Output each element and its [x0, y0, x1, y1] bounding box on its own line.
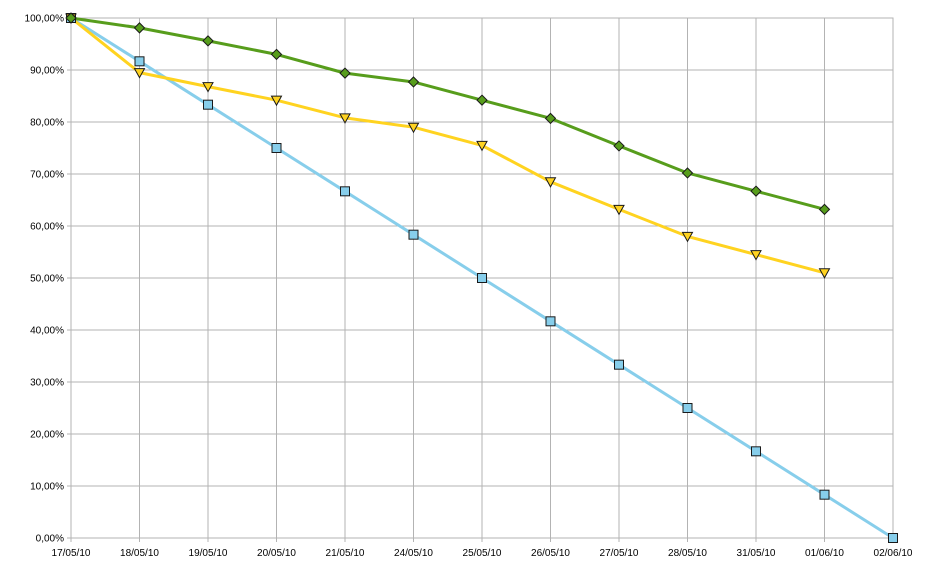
y-tick-label: 90,00% [30, 66, 64, 77]
data-point-series-3 [270, 48, 283, 61]
x-tick-label: 02/06/10 [874, 548, 913, 559]
x-tick-label: 19/05/10 [189, 548, 228, 559]
data-point-series-3 [339, 67, 351, 79]
y-tick-label: 10,00% [30, 482, 64, 493]
y-tick-labels: 0,00% 10,00% 20,00% 30,00% 40,00% 50,00% 60,00… [25, 14, 65, 545]
data-series [65, 12, 898, 543]
data-point-series-1 [819, 489, 830, 500]
axes [67, 17, 894, 542]
data-point-series-1 [203, 99, 213, 110]
data-point-series-1 [682, 403, 693, 413]
data-point-series-2 [202, 82, 214, 93]
data-point-series-2 [613, 204, 625, 216]
y-tick-label: 0,00% [36, 534, 64, 545]
data-point-series-1 [134, 56, 145, 67]
y-tick-label: 100,00% [25, 14, 65, 25]
x-tick-label: 01/06/10 [805, 548, 844, 559]
x-tick-label: 18/05/10 [120, 548, 159, 559]
data-point-series-1 [408, 229, 419, 240]
data-point-series-3 [613, 140, 625, 152]
data-point-series-2 [339, 113, 351, 124]
data-point-series-3 [750, 185, 762, 197]
data-point-series-3 [544, 112, 557, 125]
y-tick-label: 50,00% [30, 274, 64, 285]
data-point-series-1 [477, 273, 487, 283]
data-point-series-3 [681, 167, 694, 179]
x-tick-label: 27/05/10 [600, 548, 639, 559]
series-line-3 [69, 16, 826, 211]
x-tick-label: 28/05/10 [668, 548, 707, 559]
data-point-series-2 [750, 250, 762, 261]
x-tick-label: 20/05/10 [257, 548, 296, 559]
data-point-series-3 [818, 203, 831, 216]
data-point-series-1 [545, 316, 556, 327]
data-point-series-2 [818, 268, 831, 279]
x-tick-label: 17/05/10 [52, 548, 91, 559]
y-tick-label: 30,00% [30, 378, 64, 389]
y-tick-label: 20,00% [30, 430, 64, 441]
data-point-series-1 [614, 359, 624, 370]
data-point-series-2 [681, 231, 694, 243]
x-tick-label: 24/05/10 [394, 548, 433, 559]
data-point-series-1 [751, 446, 761, 457]
x-tick-label: 26/05/10 [531, 548, 570, 559]
data-point-series-3 [476, 94, 488, 106]
x-tick-label: 25/05/10 [463, 548, 502, 559]
y-tick-label: 40,00% [30, 326, 64, 337]
x-tick-label: 21/05/10 [326, 548, 365, 559]
series-line-2 [69, 16, 826, 275]
x-tick-label: 31/05/10 [737, 548, 776, 559]
data-point-series-2 [476, 140, 488, 152]
data-point-series-3 [202, 35, 214, 47]
plot-area-border [70, 17, 894, 539]
data-point-series-2 [133, 68, 146, 79]
x-tick-labels: 17/05/10 18/05/10 19/05/10 20/05/10 21/05/10… [52, 548, 913, 559]
y-tick-label: 80,00% [30, 118, 64, 129]
y-tick-label: 60,00% [30, 222, 64, 233]
data-point-series-1 [271, 143, 282, 153]
data-point-series-3 [133, 22, 146, 34]
y-tick-label: 70,00% [30, 170, 64, 181]
data-point-series-2 [407, 122, 420, 134]
data-point-series-1 [888, 533, 898, 543]
data-point-series-3 [407, 76, 420, 88]
data-point-series-2 [544, 177, 557, 188]
data-point-series-1 [340, 186, 350, 197]
data-point-series-3 [65, 12, 77, 24]
data-point-series-2 [270, 95, 283, 107]
